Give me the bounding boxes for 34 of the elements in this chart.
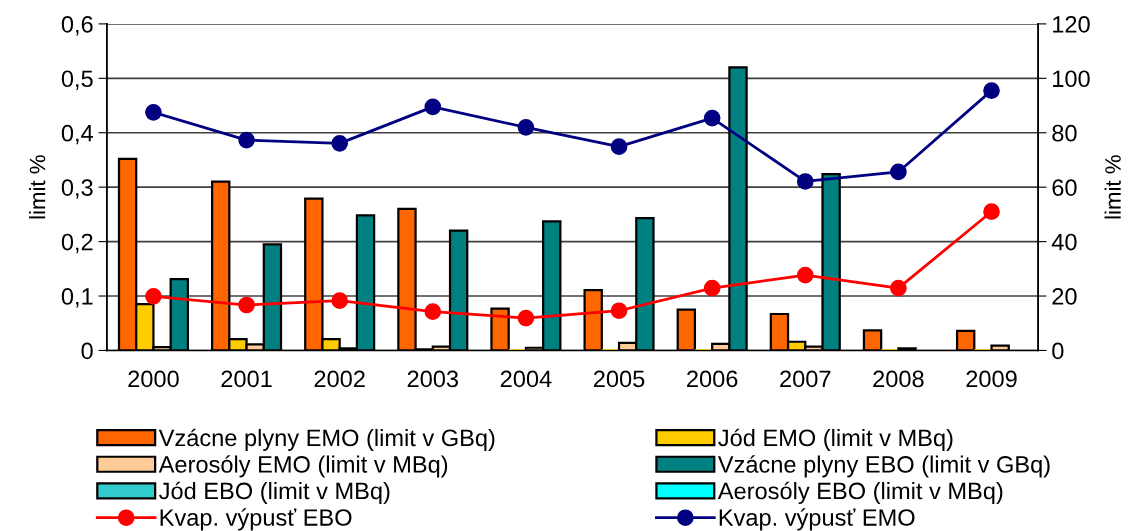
legend-label: Kvap. výpusť EMO (719, 508, 915, 531)
y-axis-title: limit % (29, 155, 46, 219)
x-tick-label: 2000 (128, 370, 179, 388)
legend-label: Jód EBO (limit v MBq) (159, 481, 390, 504)
y-tick-label: 0,1 (61, 288, 93, 308)
y2-tick-label: 40 (1051, 233, 1077, 251)
y-tick-label: 0 (81, 342, 93, 360)
x-tick-label: 2007 (780, 370, 831, 388)
x-tick-label: 2006 (687, 370, 738, 388)
y2-tick-label: 20 (1052, 288, 1077, 305)
legend-label: Vzácne plyny EBO (limit v GBq) (717, 455, 1050, 478)
x-tick-label: 2002 (314, 370, 365, 388)
legend-label: Jód EMO (limit v MBq) (718, 428, 953, 451)
y2-tick-label: 120 (1053, 15, 1090, 33)
x-tick-label: 2001 (221, 370, 272, 388)
y2-tick-label: 80 (1052, 124, 1077, 142)
y2-tick-label: 100 (1053, 70, 1090, 88)
y2-axis-title: limit % (1104, 155, 1121, 219)
y2-tick-label: 0 (1052, 342, 1064, 360)
legend-label: Kvap. výpusť EBO (160, 508, 352, 531)
legend-label: Aerosóly EBO (limit v MBq) (717, 481, 1003, 504)
legend-label: Vzácne plyny EMO (limit v GBq) (158, 428, 495, 451)
x-tick-label: 2004 (500, 370, 552, 388)
legend-label: Aerosóly EMO (limit v MBq) (158, 455, 448, 478)
y-tick-label: 0,2 (61, 233, 93, 254)
y-tick-label: 0,3 (61, 179, 93, 199)
y-tick-label: 0,6 (61, 15, 93, 36)
y-tick-label: 0,4 (61, 124, 93, 145)
x-tick-label: 2003 (407, 370, 459, 388)
x-tick-label: 2008 (873, 370, 924, 388)
y2-tick-label: 60 (1052, 179, 1077, 196)
y-tick-label: 0,5 (61, 70, 93, 90)
x-tick-label: 2005 (593, 370, 645, 388)
x-tick-label: 2009 (966, 370, 1017, 388)
